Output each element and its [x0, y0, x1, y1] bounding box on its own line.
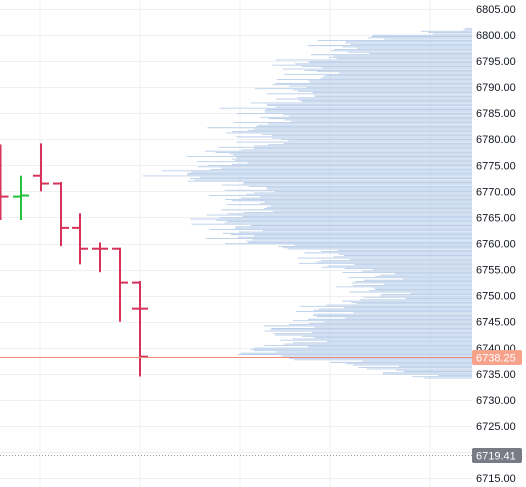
price-lines [0, 357, 472, 456]
y-tick-label: 6715.00 [476, 473, 516, 485]
price-axis[interactable]: 6805.00 6800.00 6795.00 6790.00 6785.00 6780.… [472, 4, 522, 485]
y-tick-label: 6735.00 [476, 369, 516, 381]
ohlc-bar[interactable] [112, 247, 128, 322]
y-tick-label: 6725.00 [476, 421, 516, 433]
ohlc-bar[interactable] [92, 242, 108, 273]
y-tick-label: 6770.00 [476, 186, 516, 198]
y-tick-label: 6775.00 [476, 160, 516, 172]
y-tick-label: 6760.00 [476, 239, 516, 251]
y-tick-label: 6750.00 [476, 291, 516, 303]
ohlc-bar[interactable] [33, 143, 49, 192]
y-tick-label: 6765.00 [476, 212, 516, 224]
ohlc-bar[interactable] [72, 213, 88, 265]
price-marker-label: 6719.41 [476, 451, 516, 463]
ohlc-bar[interactable] [53, 181, 69, 247]
y-tick-label: 6790.00 [476, 82, 516, 94]
y-tick-label: 6785.00 [476, 108, 516, 120]
y-tick-label: 6755.00 [476, 265, 516, 277]
y-tick-label: 6780.00 [476, 134, 516, 146]
last-price-badge: 6738.25 [472, 350, 522, 365]
ohlc-bar[interactable] [132, 307, 148, 374]
ohlc-bar[interactable] [13, 175, 29, 221]
last-price-label: 6738.25 [476, 353, 516, 365]
ohlc-bars[interactable] [0, 143, 148, 377]
volume-profile [142, 28, 472, 379]
y-tick-label: 6795.00 [476, 56, 516, 68]
ohlc-bar[interactable] [0, 144, 9, 221]
y-tick-label: 6730.00 [476, 395, 516, 407]
price-marker-badge: 6719.41 [472, 448, 522, 463]
y-tick-label: 6745.00 [476, 317, 516, 329]
y-tick-label: 6805.00 [476, 4, 516, 16]
y-tick-label: 6800.00 [476, 30, 516, 42]
